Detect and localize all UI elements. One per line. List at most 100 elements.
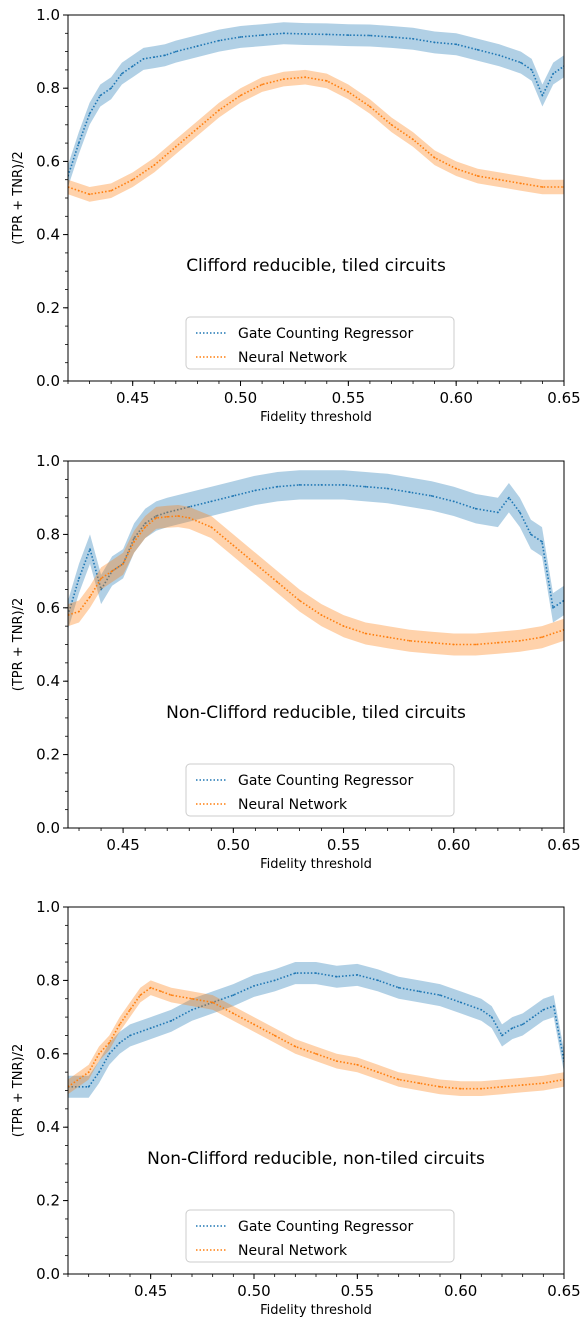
data-point — [541, 94, 544, 97]
data-point — [325, 80, 328, 82]
data-point — [519, 511, 521, 514]
data-point — [335, 975, 338, 978]
series-band-1 — [68, 962, 564, 1098]
data-point — [342, 625, 345, 627]
data-point — [397, 986, 400, 989]
data-point — [364, 485, 367, 488]
data-point — [218, 39, 220, 42]
data-point — [118, 1023, 121, 1026]
data-point — [276, 581, 279, 583]
data-point — [118, 1041, 121, 1044]
data-point — [377, 1071, 379, 1074]
data-point — [170, 994, 173, 996]
data-point — [142, 58, 145, 60]
data-point — [78, 577, 80, 580]
data-point — [160, 990, 162, 993]
data-point — [253, 985, 255, 987]
data-point — [335, 1060, 338, 1062]
data-point — [174, 50, 177, 53]
data-point — [519, 639, 521, 642]
data-point — [133, 537, 136, 539]
data-point — [501, 1034, 503, 1037]
data-point — [397, 1078, 400, 1081]
y-tick-label: 0.8 — [36, 525, 60, 543]
data-point — [196, 127, 199, 130]
legend-label-1: Gate Counting Regressor — [238, 326, 413, 342]
data-point — [552, 72, 555, 75]
data-point — [88, 112, 91, 115]
chart-panel-2: 0.0 0.2 0.4 0.6 0.8 1.0 0.45 0.50 0.55 0.60 0.65 Fi… — [11, 452, 581, 872]
x-tick-label: 0.50 — [217, 836, 250, 854]
series-band-2 — [68, 980, 564, 1096]
series-band-1 — [68, 22, 564, 187]
data-point — [430, 641, 433, 644]
data-point — [144, 522, 147, 525]
data-point — [110, 87, 112, 90]
data-point — [89, 595, 91, 598]
data-point — [520, 61, 522, 64]
x-tick-label: 0.45 — [116, 389, 149, 407]
data-point — [541, 636, 543, 639]
legend: Gate Counting Regressor Neural Network — [185, 316, 455, 370]
data-point — [191, 1008, 193, 1011]
data-point — [390, 123, 393, 126]
data-point — [153, 164, 156, 167]
data-point — [78, 610, 80, 613]
data-point — [433, 41, 436, 44]
y-tick-label: 0.2 — [36, 1192, 60, 1210]
data-point — [254, 562, 257, 565]
data-point — [542, 1082, 545, 1085]
data-point — [149, 986, 152, 989]
data-point — [218, 109, 220, 112]
data-point — [164, 54, 166, 57]
data-point — [459, 1001, 462, 1004]
data-point — [133, 540, 136, 543]
chart-annotation: Clifford reducible, tiled circuits — [186, 256, 446, 276]
data-point — [320, 614, 323, 616]
series-band-1 — [68, 470, 564, 630]
x-tick-label: 0.55 — [341, 1282, 374, 1300]
data-point — [530, 69, 533, 71]
data-point — [386, 636, 389, 639]
data-point — [88, 193, 91, 196]
y-tick-label: 0.0 — [36, 372, 60, 390]
x-tick-label: 0.55 — [327, 836, 360, 854]
data-point — [122, 562, 124, 565]
y-tick-label: 0.6 — [36, 1045, 60, 1063]
data-point — [77, 142, 80, 145]
data-point — [188, 517, 191, 519]
data-point — [298, 599, 301, 602]
legend: Gate Counting Regressor Neural Network — [185, 763, 455, 817]
data-point — [320, 484, 323, 486]
data-point — [412, 37, 414, 40]
data-point — [155, 517, 158, 519]
legend: Gate Counting Regressor Neural Network — [185, 1209, 455, 1263]
data-point — [455, 43, 458, 46]
data-point — [474, 643, 477, 646]
legend-label-1: Gate Counting Regressor — [238, 773, 413, 789]
data-point — [153, 56, 156, 58]
y-tick-label: 1.0 — [36, 898, 60, 916]
data-point — [131, 178, 134, 181]
data-point — [129, 1034, 131, 1037]
data-point — [273, 979, 276, 982]
y-tick-label: 0.8 — [36, 79, 60, 97]
data-point — [386, 487, 389, 490]
data-point — [108, 1052, 111, 1055]
data-point — [131, 65, 134, 68]
series-band-2 — [68, 505, 564, 656]
y-axis-label: (TPR + TNR)/2 — [11, 598, 26, 691]
data-point — [211, 1001, 214, 1004]
legend-label-1: Gate Counting Regressor — [238, 1219, 413, 1235]
data-point — [356, 974, 359, 976]
data-point — [347, 91, 350, 93]
data-point — [276, 485, 279, 488]
data-point — [210, 526, 213, 528]
data-point — [89, 548, 91, 550]
data-point — [369, 105, 371, 108]
legend-box — [185, 763, 455, 817]
data-point — [77, 189, 80, 192]
y-axis-label: (TPR + TNR)/2 — [11, 1044, 26, 1137]
data-point — [108, 1041, 111, 1044]
data-point — [149, 1027, 152, 1029]
